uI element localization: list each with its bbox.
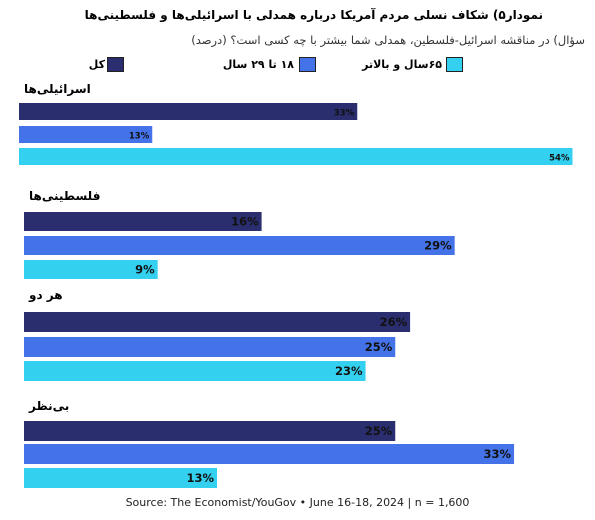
chart-title: نمودار۵) شکاف نسلی مردم آمریکا درباره هم…	[84, 8, 543, 22]
legend-label-total: کل	[88, 58, 105, 71]
group-label-palestinians: فلسطینی‌ها	[29, 189, 100, 203]
legend-label-65-plus: ۶۵سال و بالاتر	[362, 58, 442, 71]
legend-label-18-29: ۱۸ تا ۲۹ سال	[222, 58, 294, 71]
legend-item-65-plus: ۶۵سال و بالاتر	[350, 57, 464, 73]
bar-label-palestinians-65-plus: 9%	[135, 263, 155, 277]
bar-label-palestinians-total: 16%	[231, 215, 259, 229]
group-label-both: هر دو	[28, 288, 63, 303]
chart-subtitle: سؤال) در مناقشه اسرائیل-فلسطین، همدلی شم…	[191, 33, 585, 47]
legend-item-total: کل	[84, 57, 129, 73]
bar-israelis-65-plus	[19, 148, 573, 165]
bar-label-no-opinion-65-plus: 13%	[187, 471, 215, 485]
bar-israelis-18-29	[19, 126, 153, 143]
bar-chart: اسرائیلی‌ها 33% 13% 54% فلسطینی‌ها 16% 29% 9% هر…	[19, 82, 573, 488]
bar-label-israelis-18-29: 13%	[129, 132, 150, 142]
legend-item-18-29: ۱۸ تا ۲۹ سال	[200, 57, 320, 73]
bar-palestinians-65-plus	[24, 260, 158, 279]
bar-label-no-opinion-18-29: 33%	[484, 447, 512, 461]
group-label-israelis: اسرائیلی‌ها	[24, 82, 91, 96]
bar-label-both-total: 26%	[380, 315, 408, 329]
bar-israelis-total	[19, 103, 358, 120]
bar-label-israelis-total: 33%	[334, 109, 355, 119]
group-label-no-opinion: بی‌نظر	[28, 399, 69, 413]
bar-label-both-18-29: 25%	[365, 340, 393, 354]
bar-both-18-29	[24, 337, 396, 357]
bar-label-palestinians-18-29: 29%	[424, 239, 452, 253]
bar-label-both-65-plus: 23%	[335, 364, 363, 378]
bar-label-no-opinion-total: 25%	[365, 424, 393, 438]
source-note: Source: The Economist/YouGov • June 16-1…	[125, 496, 470, 509]
bar-label-israelis-65-plus: 54%	[549, 154, 570, 164]
bar-palestinians-18-29	[24, 236, 455, 255]
bar-palestinians-total	[24, 212, 262, 231]
legend-swatch-total	[107, 57, 124, 72]
bar-both-total	[24, 312, 411, 332]
bar-no-opinion-18-29	[24, 444, 515, 464]
bar-no-opinion-65-plus	[24, 468, 218, 488]
bar-no-opinion-total	[24, 421, 396, 441]
legend-swatch-18-29	[299, 57, 316, 72]
legend-swatch-65-plus	[446, 57, 463, 72]
bar-both-65-plus	[24, 361, 366, 381]
